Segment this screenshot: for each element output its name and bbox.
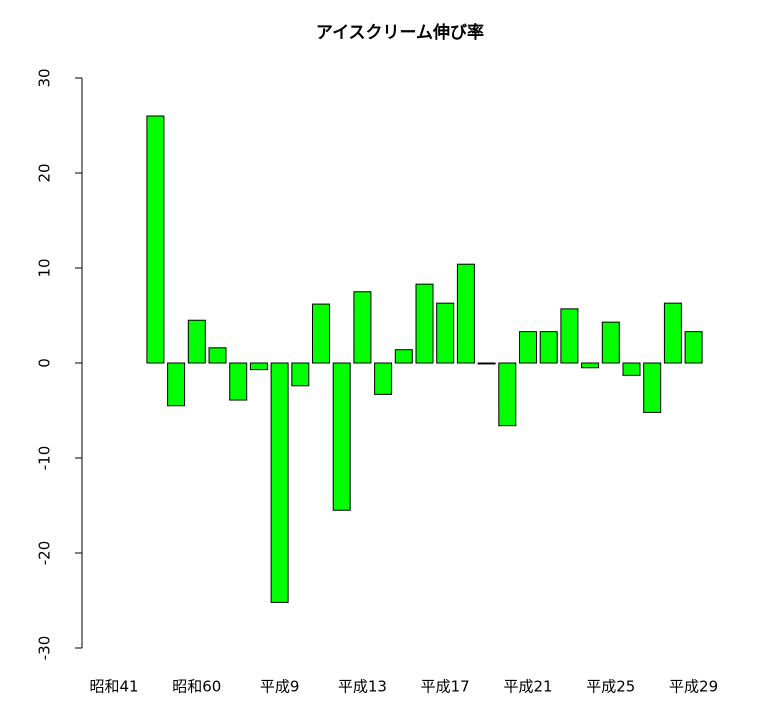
bar	[519, 331, 537, 364]
bar	[332, 362, 351, 511]
x-tick-label: 平成25	[586, 678, 635, 696]
y-tick-label: 20	[36, 163, 54, 182]
bar	[684, 331, 703, 364]
bar	[394, 349, 413, 364]
bar	[581, 362, 600, 369]
bar	[498, 362, 517, 427]
bar	[208, 347, 227, 364]
bar	[622, 362, 641, 376]
bar	[249, 362, 268, 371]
bar	[312, 303, 330, 364]
bar	[663, 302, 682, 364]
y-tick-label: -10	[36, 446, 54, 471]
x-tick-label: 昭和41	[89, 678, 138, 696]
bar	[270, 362, 289, 603]
x-tick-label: 昭和60	[172, 678, 221, 696]
bar	[146, 115, 165, 364]
y-tick-label: 10	[36, 258, 54, 277]
y-tick-label: 0	[36, 358, 54, 368]
bar	[167, 362, 186, 407]
x-tick-label: 平成17	[421, 678, 470, 696]
x-tick-label: 平成9	[260, 678, 300, 696]
bar	[415, 283, 434, 364]
bar	[374, 362, 393, 395]
chart-title: アイスクリーム伸び率	[316, 22, 484, 43]
bar	[436, 302, 455, 364]
y-tick-label: -30	[36, 636, 54, 661]
bar	[643, 362, 662, 413]
x-tick-label: 平成13	[338, 678, 387, 696]
y-tick-label: 30	[36, 68, 54, 87]
bar	[539, 331, 558, 364]
bar	[601, 321, 620, 364]
y-tick-label: -20	[36, 541, 54, 566]
bar	[477, 362, 496, 365]
bar	[187, 319, 206, 364]
bar	[291, 362, 310, 387]
bar	[229, 362, 248, 401]
x-tick-label: 平成21	[503, 678, 552, 696]
bar	[353, 291, 372, 364]
bar	[456, 263, 475, 364]
x-tick-label: 平成29	[669, 678, 718, 696]
bar	[560, 308, 579, 364]
